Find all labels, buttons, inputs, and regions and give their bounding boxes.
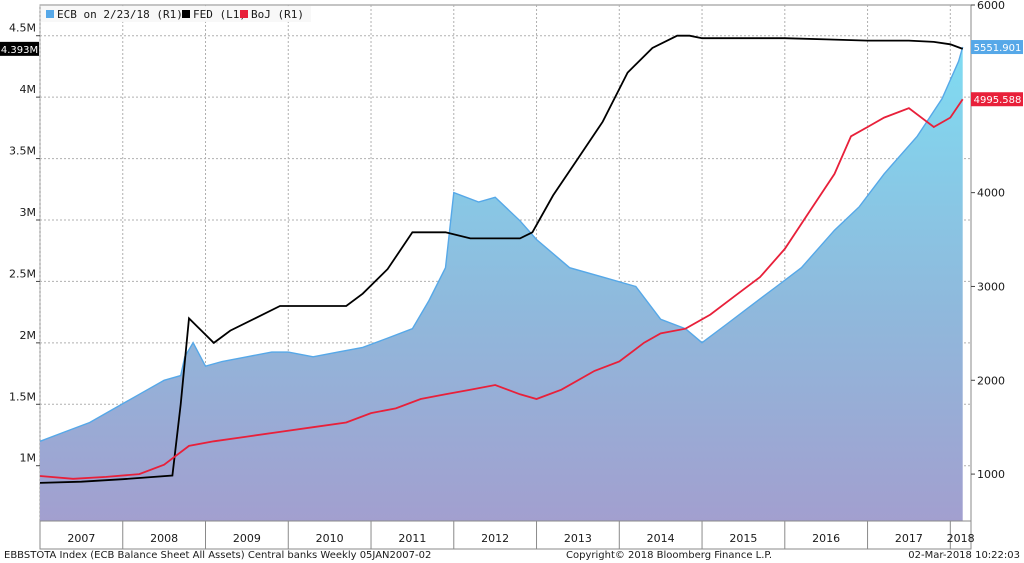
right-tick-label: 6000: [977, 0, 1005, 12]
legend-label: BoJ (R1): [251, 8, 304, 21]
x-tick-label: 2012: [481, 532, 509, 545]
x-tick-label: 2013: [564, 532, 592, 545]
left-tick-label: 3M: [20, 206, 37, 219]
footer-center: Copyright© 2018 Bloomberg Finance L.P.: [566, 550, 772, 561]
x-tick-label: 2011: [398, 532, 426, 545]
left-tick-label: 2.5M: [9, 267, 36, 280]
ecb-area-group: [40, 47, 963, 521]
series-line-fed: [39, 34, 964, 484]
right-tick-label: 4000: [977, 187, 1005, 200]
left-value-tag: [0, 41, 39, 56]
right-value-tag-label: 4995.588: [974, 95, 1022, 106]
left-tick-label: 4M: [20, 83, 37, 96]
x-tick-label: 2015: [729, 532, 757, 545]
x-tick-label: 2009: [233, 532, 261, 545]
x-tick-label: 2008: [150, 532, 178, 545]
x-axis: 2007 2008 2009 2010 2011 2012 2013 2014 2015 2016…: [39, 520, 975, 550]
x-axis-band: [39, 520, 972, 550]
last-value-tags: 5551.901 4.393M 4995.588: [0, 40, 1023, 107]
legend-swatch: [46, 10, 54, 18]
left-tick-label: 1.5M: [9, 390, 36, 403]
left-value-tag-label: 4.393M: [1, 45, 38, 56]
right-value-tag-label: 5551.901: [974, 43, 1022, 54]
left-tick-label: 4.5M: [9, 22, 36, 35]
series-lines: [39, 34, 964, 484]
legend: ECB on 2/23/18 (R1) FED (L1) BoJ (R1): [41, 6, 311, 22]
x-tick-label: 2007: [67, 532, 95, 545]
right-tick-label: 1000: [977, 468, 1005, 481]
ecb-area: [40, 47, 963, 521]
right-value-tag: [971, 40, 1023, 55]
footer-left: EBBSTOTA Index (ECB Balance Sheet All As…: [4, 550, 431, 561]
legend-label: ECB on 2/23/18 (R1): [57, 8, 183, 21]
x-tick-label: 2018: [947, 532, 975, 545]
series-line-boj: [39, 98, 964, 480]
left-tick-label: 2M: [20, 329, 37, 342]
left-axis: 1M 1.5M 2M 2.5M 3M 3.5M 4M 4.5M: [9, 22, 40, 467]
left-tick-label: 3.5M: [9, 145, 36, 158]
legend-swatch: [182, 10, 190, 18]
x-tick-label: 2016: [812, 532, 840, 545]
x-tick-label: 2017: [895, 532, 923, 545]
x-tick-label: 2014: [647, 532, 675, 545]
right-tick-label: 3000: [977, 280, 1005, 293]
right-value-tag: [971, 92, 1023, 107]
left-tick-label: 1M: [20, 452, 37, 465]
right-tick-label: 2000: [977, 374, 1005, 387]
footer-right: 02-Mar-2018 10:22:03: [908, 550, 1020, 561]
x-tick-label: 2010: [316, 532, 344, 545]
legend-swatch: [240, 10, 248, 18]
legend-label: FED (L1): [193, 8, 246, 21]
right-axis: 100020003000400050006000: [971, 0, 1005, 481]
